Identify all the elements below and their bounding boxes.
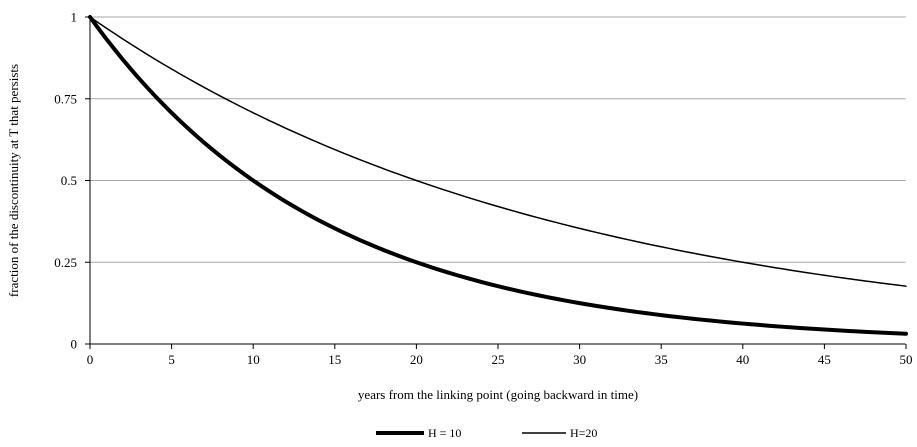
y-axis-title: fraction of the discontinuity at T that … [6,64,21,297]
ticks: 0 5 10 15 20 25 30 35 40 45 50 0 0.25 0.5 0.75 1 [54,10,912,368]
x-tick-label: 20 [410,352,423,367]
series-lines [88,15,908,336]
y-tick-label: 0.5 [61,173,77,188]
x-tick-label: 45 [818,352,831,367]
x-tick-label: 35 [655,352,668,367]
legend-label: H = 10 [428,426,461,440]
y-tick-label: 1 [71,10,78,25]
x-tick-label: 0 [87,352,94,367]
x-tick-label: 10 [247,352,260,367]
x-tick-label: 5 [168,352,175,367]
legend-item: H = 10 [376,426,461,440]
gridlines [90,16,906,263]
x-axis-title: years from the linking point (going back… [358,387,638,402]
legend-item: H=20 [522,426,597,440]
x-tick-label: 15 [328,352,341,367]
legend: H = 10 H=20 [376,426,597,440]
series-line-h-10 [88,15,908,336]
legend-label: H=20 [570,426,597,440]
x-tick-label: 40 [736,352,749,367]
x-tick-label: 30 [573,352,586,367]
x-tick-label: 25 [492,352,505,367]
y-tick-label: 0.75 [54,91,77,106]
y-tick-label: 0.25 [54,255,77,270]
y-tick-label: 0 [71,337,78,352]
x-tick-label: 50 [900,352,913,367]
series-line-h-20 [89,16,907,287]
